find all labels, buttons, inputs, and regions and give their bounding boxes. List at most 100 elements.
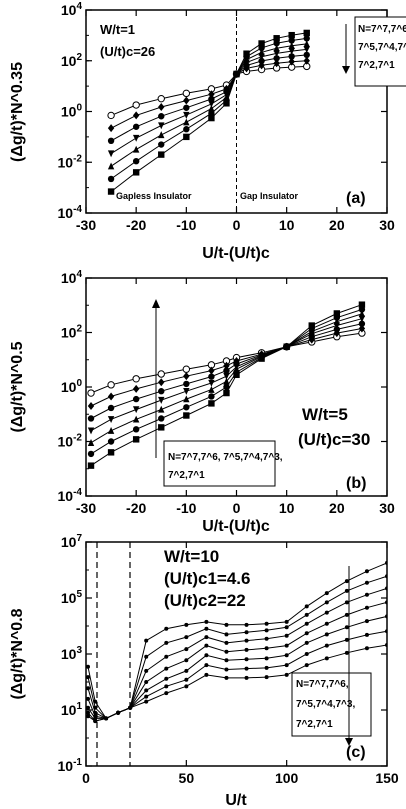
x-tick-label: 50 (179, 770, 195, 786)
data-point (107, 111, 115, 120)
data-point (333, 317, 341, 325)
data-point (333, 326, 341, 333)
data-point (288, 31, 295, 39)
data-point (107, 175, 115, 183)
data-point (324, 632, 329, 637)
data-point (107, 381, 115, 389)
data-point (132, 436, 140, 443)
data-point (158, 113, 165, 120)
x-tick-label: -20 (126, 500, 146, 516)
x-tick-label: 30 (379, 500, 395, 516)
data-point (183, 380, 190, 388)
data-point (107, 449, 115, 456)
data-point (183, 372, 190, 381)
y-tick-label: 105 (61, 589, 83, 606)
data-point (164, 626, 169, 631)
data-point (233, 371, 240, 379)
data-point (288, 42, 295, 49)
x-tick-label: 20 (329, 500, 345, 516)
data-point (273, 59, 280, 68)
data-point (164, 654, 169, 659)
y-tick-label: 100 (61, 103, 83, 120)
data-point (303, 29, 310, 37)
data-point (284, 672, 289, 677)
x-tick-label: 0 (233, 217, 241, 233)
data-point (344, 637, 349, 642)
data-point (303, 40, 310, 48)
data-point (258, 48, 265, 56)
data-point (224, 622, 229, 627)
data-point (204, 653, 209, 658)
data-point (132, 111, 140, 120)
y-tick-label: 103 (61, 645, 83, 662)
data-point (223, 367, 230, 374)
data-point (183, 104, 190, 111)
data-point (164, 691, 169, 696)
data-point (244, 666, 249, 671)
data-point (304, 652, 309, 656)
data-point (87, 415, 95, 422)
data-point (158, 388, 165, 395)
data-point (284, 633, 289, 638)
data-point (144, 688, 149, 693)
data-point (244, 630, 249, 635)
data-point (223, 100, 230, 107)
data-point (132, 145, 140, 153)
data-point (283, 343, 290, 350)
data-point (284, 653, 289, 658)
x-tick-label: -10 (176, 217, 196, 233)
data-point (157, 94, 165, 103)
data-point (303, 51, 310, 59)
data-point (204, 619, 209, 624)
data-point (244, 657, 249, 662)
data-point (144, 699, 149, 704)
data-point (164, 640, 169, 645)
annotation-wt-c: W/t=10 (164, 547, 219, 566)
data-point (132, 406, 140, 414)
data-point (184, 684, 189, 689)
data-point (264, 628, 269, 633)
data-point (104, 716, 109, 721)
annotation-gapless: Gapless Insulator (116, 191, 192, 201)
y-tick-label: 10-2 (58, 153, 83, 170)
data-point (344, 625, 349, 630)
data-point (116, 710, 121, 715)
data-point (264, 646, 269, 651)
data-point (258, 57, 265, 65)
data-point (87, 402, 95, 411)
data-point (303, 46, 310, 54)
data-point (87, 439, 95, 446)
legend-b-line1: N=7^7,7^6, 7^5,7^4,7^3, (168, 452, 283, 463)
data-point (224, 632, 229, 637)
data-point (344, 650, 349, 655)
data-point (304, 612, 309, 617)
data-point (158, 141, 165, 148)
y-axis-label-a: (Δg/t)*N^0.35 (9, 62, 26, 162)
annotation-wt: W/t=1 (100, 22, 135, 37)
legend-c-line3: 7^2,7^1 (296, 719, 333, 730)
data-point (158, 131, 165, 139)
data-point (208, 373, 215, 380)
panel-c: 0 50 100 150 10-1 101 103 105 107 W/t=10 (U/t)c1… (9, 533, 399, 809)
data-point (344, 600, 349, 605)
legend-box-c (291, 672, 372, 737)
data-point (184, 677, 189, 682)
data-point (204, 643, 209, 648)
data-point (308, 322, 315, 329)
data-point (264, 665, 269, 670)
data-point (204, 635, 209, 640)
y-tick-label: 100 (61, 378, 83, 395)
data-point (184, 647, 189, 652)
data-point (273, 55, 280, 62)
data-point (223, 377, 230, 385)
data-point (258, 355, 265, 362)
annotation-gap: Gap Insulator (240, 191, 299, 201)
data-point (288, 57, 295, 66)
data-point (364, 569, 369, 574)
data-point (288, 37, 295, 44)
data-point (144, 668, 149, 673)
data-point (244, 638, 249, 643)
data-point (86, 714, 91, 719)
